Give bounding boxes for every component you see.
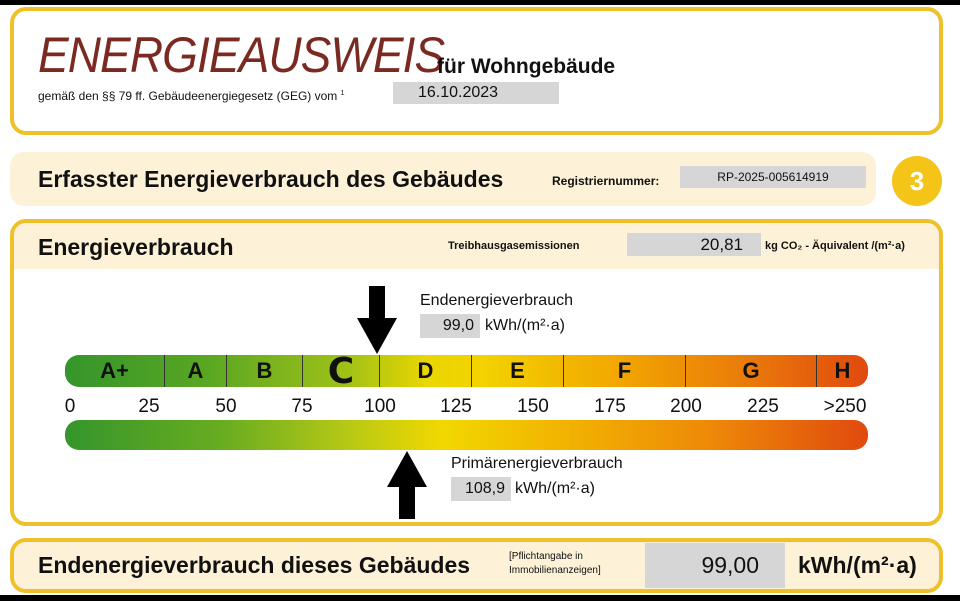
registration-label: Registriernummer:: [552, 174, 660, 188]
scale-tick: 175: [594, 396, 626, 417]
energy-class-b: B: [227, 355, 303, 387]
date-field: 16.10.2023: [393, 82, 559, 104]
page-number-badge: 3: [892, 156, 942, 206]
top-bar: [0, 0, 960, 5]
scale-tick: 75: [291, 396, 313, 417]
energy-class-a: A: [165, 355, 227, 387]
scale-tick: 50: [215, 396, 237, 417]
footer-note-line1: [Pflichtangabe in: [509, 551, 583, 562]
ghg-value: 20,81: [627, 233, 761, 256]
footer-label: Endenergieverbrauch dieses Gebäudes: [38, 552, 471, 578]
footer-unit: kWh/(m²·a): [798, 552, 917, 578]
scale-tick: 225: [747, 396, 779, 417]
law-text: gemäß den §§ 79 ff. Gebäudeenergiegesetz…: [38, 89, 345, 103]
scale-tick: 25: [138, 396, 160, 417]
energy-class-scale: A+ A B C D E F G H: [65, 355, 868, 387]
energy-class-a-plus: A+: [65, 355, 165, 387]
gradient-scale: [65, 420, 868, 450]
footer-note: [Pflichtangabe in Immobilienanzeigen]: [509, 550, 601, 578]
end-energy-value: 99,0: [420, 314, 480, 338]
scale-tick: 100: [364, 396, 396, 417]
primary-energy-label: Primärenergieverbrauch: [451, 455, 623, 472]
energy-class-c: C: [303, 355, 380, 387]
energy-class-f: F: [564, 355, 686, 387]
scale-tick: 125: [440, 396, 472, 417]
end-energy-unit: kWh/(m²·a): [485, 317, 565, 334]
end-energy-label: Endenergieverbrauch: [420, 292, 573, 309]
scale-tick: 150: [517, 396, 549, 417]
footer-value: 99,00: [645, 543, 785, 588]
document-subtitle: für Wohngebäude: [437, 55, 616, 78]
scale-tick: >250: [823, 396, 867, 417]
primary-energy-unit: kWh/(m²·a): [515, 480, 595, 497]
consumption-title: Energieverbrauch: [38, 234, 234, 260]
section-title: Erfasster Energieverbrauch des Gebäudes: [38, 166, 504, 192]
energy-class-e: E: [472, 355, 564, 387]
end-energy-arrow-icon: [356, 286, 397, 354]
scale-tick: 200: [670, 396, 702, 417]
energy-class-g: G: [686, 355, 817, 387]
scale-tick: 0: [64, 396, 76, 417]
law-text-label: gemäß den §§ 79 ff. Gebäudeenergiegesetz…: [38, 89, 338, 103]
document-title: ENERGIEAUSWEIS: [38, 27, 445, 83]
energy-class-d: D: [380, 355, 472, 387]
ghg-unit: kg CO₂ - Äquivalent /(m²·a): [765, 240, 905, 252]
primary-energy-value: 108,9: [451, 477, 511, 501]
registration-number: RP-2025-005614919: [680, 166, 866, 188]
footer-note-line2: Immobilienanzeigen]: [509, 565, 601, 576]
footnote-marker: 1: [340, 90, 345, 97]
ghg-label: Treibhausgasemissionen: [448, 240, 580, 252]
header-box: [10, 7, 943, 135]
bottom-bar: [0, 595, 960, 601]
energy-class-h: H: [834, 358, 851, 383]
primary-energy-arrow-icon: [387, 451, 428, 519]
